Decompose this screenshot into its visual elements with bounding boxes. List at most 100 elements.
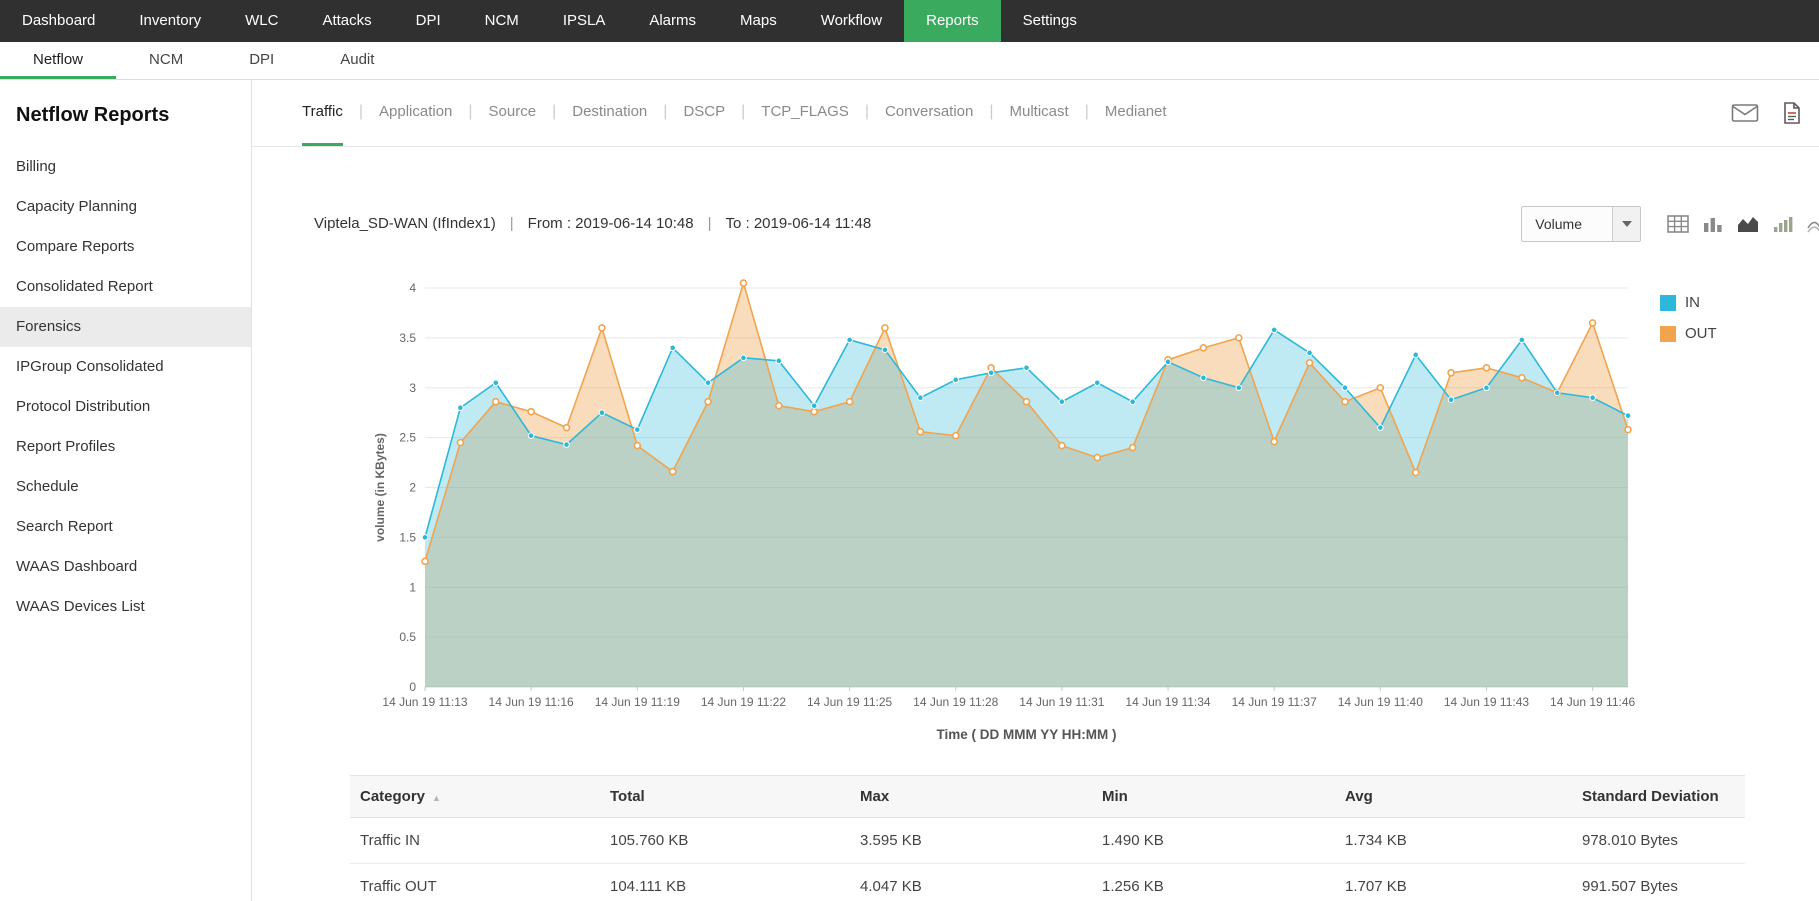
- sidebar-item-billing[interactable]: Billing: [16, 158, 57, 175]
- svg-text:volume (in KBytes): volume (in KBytes): [373, 433, 387, 542]
- subnav-item-ncm[interactable]: NCM: [149, 51, 184, 68]
- top-nav: Dashboard Inventory WLC Attacks DPI NCM IPSLA A…: [0, 0, 1819, 42]
- table-cell: 3.595 KB: [850, 817, 1092, 864]
- svg-text:14 Jun 19 11:25: 14 Jun 19 11:25: [807, 695, 893, 709]
- svg-text:3.5: 3.5: [399, 331, 416, 345]
- sort-icon[interactable]: ▲: [432, 793, 441, 803]
- sidebar-item-forensics[interactable]: Forensics: [0, 307, 251, 347]
- tab-separator: |: [741, 103, 746, 120]
- table-cell: 4.047 KB: [850, 863, 1092, 901]
- sidebar-item-waas-dashboard[interactable]: WAAS Dashboard: [16, 558, 138, 575]
- svg-text:3: 3: [409, 381, 416, 395]
- tab-separator: |: [358, 103, 363, 120]
- pdf-export-icon[interactable]: [1783, 102, 1801, 124]
- svg-text:2: 2: [409, 481, 416, 495]
- sidebar-item-report-profiles[interactable]: Report Profiles: [16, 438, 116, 455]
- separator: |: [509, 215, 514, 232]
- svg-text:14 Jun 19 11:28: 14 Jun 19 11:28: [913, 695, 999, 709]
- table-row: Traffic IN 105.760 KB 3.595 KB 1.490 KB 1.73…: [350, 817, 1745, 864]
- chevron-down-icon[interactable]: [1612, 206, 1640, 241]
- device-info: Viptela_SD-WAN (IfIndex1) | From : 2019-…: [314, 215, 871, 232]
- email-icon[interactable]: [1731, 103, 1759, 123]
- tab-separator: |: [468, 103, 473, 120]
- sidebar-item-capacity-planning[interactable]: Capacity Planning: [16, 198, 137, 215]
- sidebar-item-consolidated-report[interactable]: Consolidated Report: [16, 278, 153, 295]
- svg-text:1: 1: [409, 580, 416, 594]
- table-cell: 1.256 KB: [1092, 863, 1335, 901]
- report-tab-traffic[interactable]: Traffic: [302, 80, 343, 146]
- subnav-item-audit[interactable]: Audit: [340, 51, 375, 68]
- report-tab-application[interactable]: Application: [379, 103, 453, 120]
- column-chart-icon[interactable]: [1773, 215, 1793, 233]
- svg-text:14 Jun 19 11:46: 14 Jun 19 11:46: [1550, 695, 1636, 709]
- table-row: Traffic OUT 104.111 KB 4.047 KB 1.256 KB 1.7…: [350, 863, 1745, 901]
- report-tab-tcp-flags[interactable]: TCP_FLAGS: [761, 103, 849, 120]
- content: Netflow Reports Billing Capacity Planning…: [0, 80, 1819, 901]
- nav-item-maps[interactable]: Maps: [740, 12, 777, 29]
- chart-area: 0 0.5 1 1.5 2 2.5 3 3.5 4 14 Jun 19 11:13 14 Jun 1…: [370, 272, 1819, 747]
- tab-separator: |: [864, 103, 869, 120]
- bar-chart-icon[interactable]: [1703, 215, 1723, 233]
- legend-item-in: IN: [1660, 294, 1717, 311]
- line-chart-icon[interactable]: [1807, 215, 1819, 233]
- report-actions: [1731, 80, 1801, 146]
- nav-item-dashboard[interactable]: Dashboard: [22, 12, 96, 29]
- nav-item-attacks[interactable]: Attacks: [322, 12, 372, 29]
- svg-text:14 Jun 19 11:40: 14 Jun 19 11:40: [1338, 695, 1424, 709]
- nav-item-alarms[interactable]: Alarms: [649, 12, 697, 29]
- report-tab-dscp[interactable]: DSCP: [683, 103, 726, 120]
- nav-item-wlc[interactable]: WLC: [245, 12, 279, 29]
- metric-select[interactable]: Volume: [1521, 205, 1641, 242]
- sidebar-item-compare-reports[interactable]: Compare Reports: [16, 238, 135, 255]
- sidebar-item-protocol-distribution[interactable]: Protocol Distribution: [16, 398, 151, 415]
- sidebar-item-schedule[interactable]: Schedule: [16, 478, 79, 495]
- col-header-standard-deviation: Standard Deviation: [1572, 775, 1745, 818]
- sidebar-item-ipgroup-consolidated[interactable]: IPGroup Consolidated: [16, 358, 164, 375]
- tab-separator: |: [989, 103, 994, 120]
- svg-text:14 Jun 19 11:43: 14 Jun 19 11:43: [1444, 695, 1530, 709]
- svg-text:0.5: 0.5: [399, 630, 416, 644]
- report-tab-destination[interactable]: Destination: [572, 103, 648, 120]
- table-cell: 105.760 KB: [600, 817, 850, 864]
- nav-item-ipsla[interactable]: IPSLA: [562, 12, 606, 29]
- nav-item-inventory[interactable]: Inventory: [139, 12, 202, 29]
- sidebar-item-search-report[interactable]: Search Report: [16, 518, 113, 535]
- sidebar-title: Netflow Reports: [16, 104, 170, 126]
- sidebar-item-waas-devices-list[interactable]: WAAS Devices List: [16, 598, 145, 615]
- report-tabs-row: Traffic | Application | Source | Destination | D…: [252, 80, 1819, 147]
- nav-item-reports[interactable]: Reports: [904, 0, 1001, 42]
- nav-item-dpi[interactable]: DPI: [415, 12, 441, 29]
- col-header-max: Max: [850, 775, 1092, 818]
- col-header-avg: Avg: [1335, 775, 1572, 818]
- chart-controls: Volume: [1521, 205, 1819, 242]
- col-header-category[interactable]: Category ▲: [350, 775, 600, 818]
- sidebar-list: Billing Capacity Planning Compare Reports C…: [0, 147, 251, 627]
- chart-type-icons: [1667, 214, 1819, 233]
- report-header: Viptela_SD-WAN (IfIndex1) | From : 2019-…: [314, 205, 1819, 242]
- report-tab-medianet[interactable]: Medianet: [1104, 103, 1167, 120]
- nav-item-workflow[interactable]: Workflow: [820, 12, 883, 29]
- table-cell: 104.111 KB: [600, 863, 850, 901]
- from-datetime: From : 2019-06-14 10:48: [527, 215, 694, 232]
- report-tab-multicast[interactable]: Multicast: [1009, 103, 1069, 120]
- table-view-icon[interactable]: [1667, 214, 1689, 233]
- subnav-item-dpi[interactable]: DPI: [249, 51, 275, 68]
- nav-item-settings[interactable]: Settings: [1022, 12, 1077, 29]
- svg-text:Time ( DD MMM YY HH:MM ): Time ( DD MMM YY HH:MM ): [936, 727, 1116, 742]
- legend-label: OUT: [1685, 325, 1717, 342]
- sidebar: Netflow Reports Billing Capacity Planning…: [0, 80, 252, 901]
- report-tab-source[interactable]: Source: [488, 103, 537, 120]
- svg-text:1.5: 1.5: [399, 530, 416, 544]
- main-panel: Traffic | Application | Source | Destination | D…: [252, 80, 1819, 901]
- report-tab-conversation[interactable]: Conversation: [884, 103, 974, 120]
- subnav-item-netflow[interactable]: Netflow: [0, 42, 117, 79]
- table-cell: 1.734 KB: [1335, 817, 1572, 864]
- separator: |: [707, 215, 712, 232]
- area-chart-icon[interactable]: [1737, 215, 1759, 233]
- table-cell: 1.707 KB: [1335, 863, 1572, 901]
- chart-legend: IN OUT: [1660, 294, 1717, 747]
- svg-text:0: 0: [409, 680, 416, 694]
- legend-item-out: OUT: [1660, 325, 1717, 342]
- nav-item-ncm[interactable]: NCM: [484, 12, 519, 29]
- table-cell: 1.490 KB: [1092, 817, 1335, 864]
